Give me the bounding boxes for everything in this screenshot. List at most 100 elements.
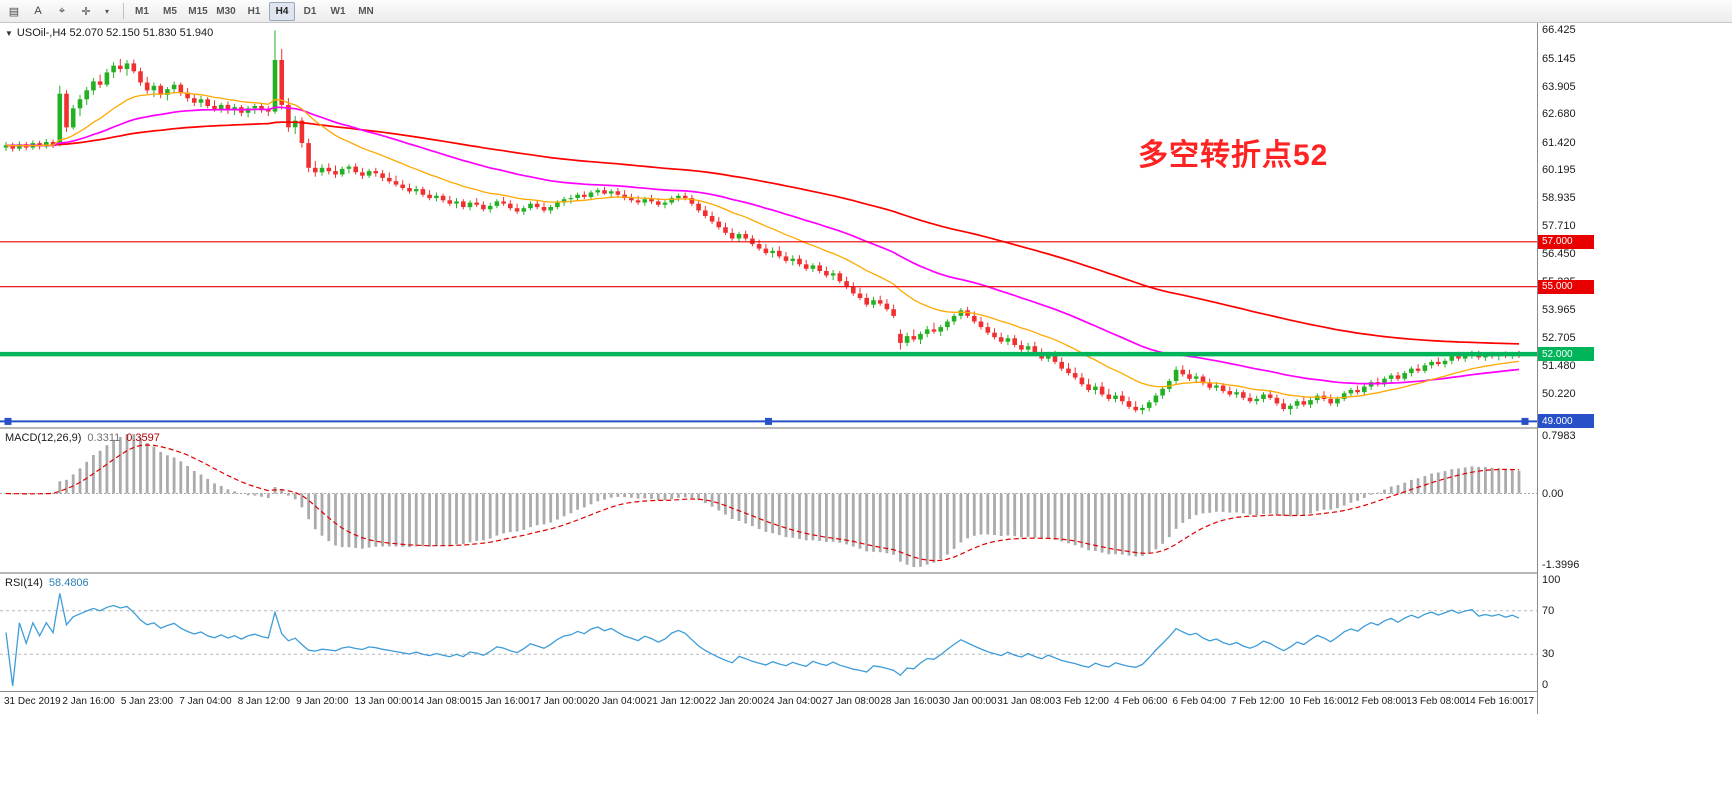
time-axis-label: 31 Dec 2019 (4, 696, 61, 707)
timeframe-button-m1[interactable]: M1 (135, 5, 149, 17)
text-annotation-icon[interactable]: A (34, 5, 42, 17)
price-axis[interactable]: 66.425 65.145 63.905 62.680 61.420 60.195 58.9… (1537, 23, 1732, 714)
macd-tick-label: -1.3996 (1542, 559, 1580, 571)
time-axis-label: 15 Jan 16:00 (471, 696, 530, 707)
time-axis-label: 30 Jan 00:00 (938, 696, 997, 707)
macd-main-value: 0.3311 (87, 432, 121, 444)
time-axis-label: 31 Jan 08:00 (997, 696, 1056, 707)
charts-list-icon[interactable]: ▤ (8, 5, 20, 18)
time-axis-label: 2 Jan 16:00 (62, 696, 115, 707)
panel-divider[interactable] (0, 427, 1732, 429)
price-tick-label: 51.480 (1542, 359, 1576, 372)
price-tick-label: 52.705 (1542, 332, 1576, 345)
price-tag-57.000: 57.000 (1538, 234, 1594, 249)
time-axis-label: 24 Jan 04:00 (763, 696, 822, 707)
time-axis-label: 7 Feb 12:00 (1230, 696, 1285, 707)
time-axis-label: 8 Jan 12:00 (237, 696, 290, 707)
time-axis-label: 13 Jan 00:00 (354, 696, 413, 707)
rsi-tick-label: 30 (1542, 648, 1555, 661)
time-axis-label: 17 Jan 00:00 (529, 696, 588, 707)
time-axis-label: 12 Feb 08:00 (1347, 696, 1407, 707)
timeframe-button-mn[interactable]: MN (358, 5, 374, 17)
hline-selection-handle[interactable] (4, 417, 12, 425)
rsi-value: 58.4806 (48, 577, 89, 589)
collapse-triangle-icon[interactable]: ▼ (5, 28, 13, 38)
time-axis[interactable]: 31 Dec 2019 2 Jan 16:00 5 Jan 23:00 7 Jan 0… (0, 692, 1732, 714)
time-axis-label: 10 Feb 16:00 (1289, 696, 1349, 707)
macd-tick-label: 0.00 (1542, 487, 1564, 500)
time-axis-label: 5 Jan 23:00 (120, 696, 174, 707)
rsi-name: RSI(14) (5, 577, 43, 589)
macd-histogram (11, 434, 1521, 567)
price-tick-label: 63.905 (1542, 80, 1576, 93)
rsi-tick-label: 70 (1542, 604, 1555, 617)
price-tick-label: 57.710 (1542, 219, 1576, 232)
symbol-ohlc-label: USOil-,H4 52.070 52.150 51.830 51.940 (16, 27, 214, 39)
time-axis-label: 4 Feb 06:00 (1114, 696, 1168, 707)
price-tick-label: 62.680 (1542, 108, 1576, 121)
ma-mid-line (5, 106, 1520, 385)
price-tick-label: 61.420 (1542, 136, 1576, 149)
time-axis-label: 27 Jan 08:00 (821, 696, 880, 707)
rsi-canvas[interactable] (0, 574, 1537, 691)
timeframe-button-w1[interactable]: W1 (330, 5, 346, 17)
time-axis-label: 28 Jan 16:00 (880, 696, 939, 707)
rsi-line (5, 593, 1520, 687)
dropdown-caret-icon[interactable]: ▾ (104, 6, 109, 16)
panel-divider[interactable] (0, 572, 1732, 574)
price-label-icon[interactable]: ⌖ (58, 4, 66, 17)
macd-canvas[interactable] (0, 429, 1537, 572)
timeframe-button-m15[interactable]: M15 (188, 5, 208, 17)
ma-fast-line (5, 91, 1520, 399)
price-tick-label: 66.425 (1542, 24, 1576, 37)
macd-panel: MACD(12,26,9) 0.3311 0.3597 (0, 429, 1537, 572)
price-tick-label: 60.195 (1542, 164, 1576, 177)
price-tick-label: 58.935 (1542, 192, 1576, 205)
price-tick-label: 50.220 (1542, 388, 1576, 400)
rsi-panel: RSI(14) 58.4806 (0, 574, 1537, 691)
timeframe-button-h4[interactable]: H4 (269, 1, 295, 21)
timeframe-button-h1[interactable]: H1 (247, 5, 261, 17)
panel-divider[interactable] (0, 691, 1732, 692)
price-tag-55.000: 55.000 (1538, 279, 1594, 294)
chart-annotation-text: 多空转折点52 (1138, 139, 1329, 172)
main-chart-panel: ▼ USOil-,H4 52.070 52.150 51.830 51.940 … (0, 23, 1537, 427)
price-tick-label: 53.965 (1542, 303, 1576, 316)
price-tag-52.000: 52.000 (1538, 347, 1594, 362)
timeframe-button-m5[interactable]: M5 (163, 5, 177, 17)
time-axis-label: 20 Jan 04:00 (588, 696, 647, 707)
price-tag-49.000: 49.000 (1538, 414, 1594, 429)
price-chart-canvas[interactable] (0, 23, 1537, 427)
price-tick-label: 65.145 (1542, 53, 1576, 66)
chart-header: ▼ USOil-,H4 52.070 52.150 51.830 51.940 (5, 27, 213, 39)
ma-slow-line (5, 121, 1520, 345)
time-axis-label: 22 Jan 20:00 (705, 696, 763, 707)
macd-name: MACD(12,26,9) (5, 432, 82, 444)
chart-toolbar: ▤ A ⌖ ✛ ▾ M1 M5 M15 M30 H1 H4 D1 W1 MN (0, 0, 1732, 23)
timeframe-button-d1[interactable]: D1 (303, 5, 317, 17)
candles-layer (3, 30, 1522, 415)
toolbar-separator (123, 3, 124, 19)
rsi-tick-label: 0 (1542, 679, 1549, 691)
time-axis-label: 9 Jan 20:00 (296, 696, 349, 707)
time-axis-label: 6 Feb 04:00 (1172, 696, 1226, 707)
macd-signal-value: 0.3597 (126, 432, 160, 444)
time-axis-label: 7 Jan 04:00 (179, 696, 232, 707)
timeframe-group: M1 M5 M15 M30 H1 H4 D1 W1 MN (128, 1, 380, 21)
macd-tick-label: 0.7983 (1542, 430, 1576, 442)
hline-selection-handle[interactable] (1521, 417, 1529, 425)
hline-selection-handle[interactable] (765, 417, 772, 425)
cursor-tool-icon[interactable]: ✛ (81, 5, 91, 18)
time-axis-label: 14 Jan 08:00 (412, 696, 471, 707)
timeframe-button-m30[interactable]: M30 (216, 5, 236, 17)
time-axis-label: 13 Feb 08:00 (1406, 696, 1466, 707)
time-axis-label: 14 Feb 16:00 (1464, 696, 1524, 707)
time-axis-label: 21 Jan 12:00 (646, 696, 705, 707)
time-axis-label: 3 Feb 12:00 (1055, 696, 1109, 707)
macd-label: MACD(12,26,9) 0.3311 0.3597 (5, 432, 160, 444)
price-tick-label: 56.450 (1542, 248, 1576, 261)
rsi-label: RSI(14) 58.4806 (5, 577, 89, 589)
macd-signal-line (5, 444, 1520, 562)
rsi-tick-label: 100 (1542, 574, 1561, 586)
